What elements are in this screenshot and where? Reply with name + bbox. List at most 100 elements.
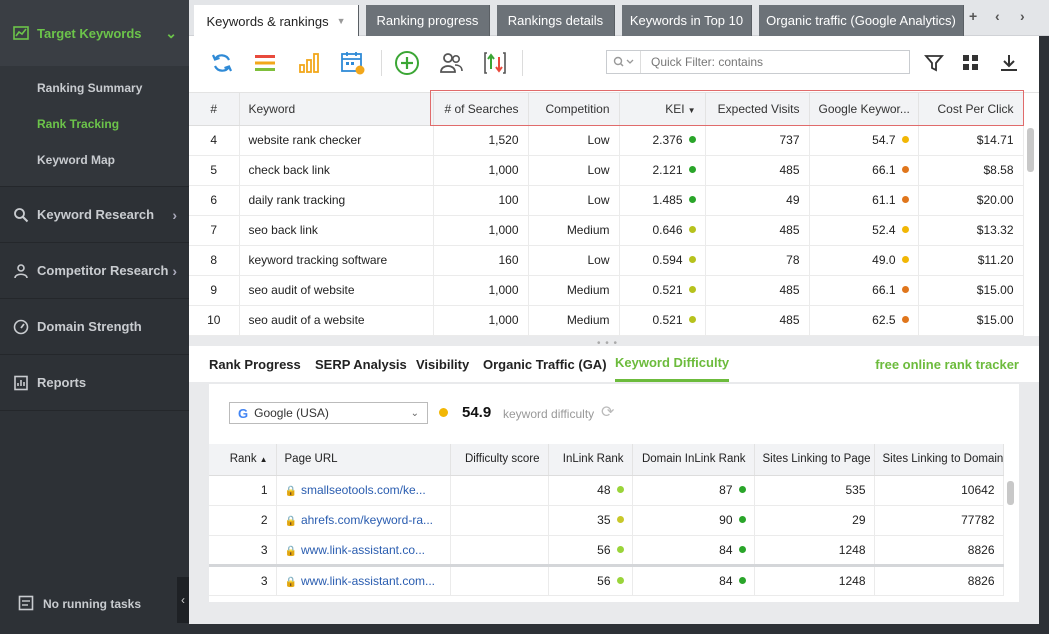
searches-cell-value: 100 — [498, 193, 519, 207]
tab-serp-analysis[interactable]: SERP Analysis — [315, 356, 407, 372]
tab-rankings-details[interactable]: Rankings details — [497, 5, 615, 36]
table-row[interactable]: 5 check back link 1,000 Low 2.121 485 66.1 $8.5… — [189, 155, 1024, 186]
column-header-difficulty-score[interactable]: Difficulty score — [450, 444, 549, 476]
column-header-number[interactable]: # — [189, 93, 240, 126]
schedule-calendar-icon[interactable] — [340, 50, 366, 76]
sidebar-item-rank-tracking[interactable]: Rank Tracking — [37, 117, 120, 131]
table-row[interactable]: 2 🔒 ahrefs.com/keyword-ra... 35 90 29 77782 — [209, 505, 1004, 536]
scrollbar-thumb[interactable] — [1007, 481, 1014, 505]
pinned-table-row[interactable]: 3 🔒 www.link-assistant.com... 56 84 1248 8826 — [209, 563, 1004, 596]
column-header-google-kd[interactable]: Google Keywor... — [809, 93, 919, 126]
page-url-link[interactable]: www.link-assistant.co... — [300, 542, 425, 557]
quick-filter-input[interactable] — [641, 55, 901, 69]
kei-cell-value: 0.646 — [652, 223, 683, 237]
sidebar-submenu: Ranking Summary Rank Tracking Keyword Ma… — [0, 66, 189, 187]
refresh-icon[interactable]: ⟳ — [601, 404, 615, 421]
expected-visits-cell: 485 — [705, 275, 810, 306]
sites-linking-page-cell-value: 29 — [852, 513, 866, 527]
table-row[interactable]: 7 seo back link 1,000 Medium 0.646 485 52.4 $13… — [189, 215, 1024, 246]
tab-organic-traffic[interactable]: Organic traffic (Google Analytics) — [759, 5, 964, 36]
sites-linking-domain-cell: 77782 — [874, 505, 1004, 536]
competitors-icon[interactable] — [438, 50, 464, 76]
table-row[interactable]: 1 🔒 smallseotools.com/ke... 48 87 535 10642 — [209, 475, 1004, 506]
chevron-down-icon[interactable]: ▼ — [336, 16, 346, 26]
searches-cell: 1,000 — [433, 305, 529, 336]
scrollbar[interactable] — [1027, 126, 1034, 326]
add-tab-icon[interactable]: + — [969, 8, 978, 24]
tab-ranking-progress[interactable]: Ranking progress — [366, 5, 490, 36]
sidebar-item-competitor-research[interactable]: Competitor Research › — [0, 243, 189, 299]
table-row[interactable]: 4 website rank checker 1,520 Low 2.376 737 54.… — [189, 125, 1024, 156]
task-status[interactable]: No running tasks — [0, 574, 189, 634]
tab-keyword-difficulty[interactable]: Keyword Difficulty — [615, 346, 730, 382]
kei-cell: 0.521 — [619, 275, 706, 306]
page-url-link[interactable]: ahrefs.com/keyword-ra... — [300, 513, 433, 527]
google-kd-cell-value: 54.7 — [872, 133, 896, 147]
status-dot — [738, 486, 746, 493]
columns-grid-icon[interactable] — [958, 50, 984, 76]
status-dot — [688, 286, 696, 293]
column-header-kei[interactable]: KEI ▼ — [619, 93, 706, 126]
column-header-sites-linking-page[interactable]: Sites Linking to Page — [754, 444, 875, 476]
search-engine-select[interactable]: G Google (USA) ⌄ — [229, 402, 428, 424]
list-icon[interactable] — [252, 50, 278, 76]
chevron-right-icon[interactable]: › — [1020, 8, 1025, 24]
column-header-keyword[interactable]: Keyword — [239, 93, 434, 126]
row-number-value: 4 — [210, 133, 218, 147]
refresh-icon[interactable] — [209, 50, 235, 76]
sites-linking-page-cell-value: 535 — [845, 483, 866, 497]
column-header-inlink-rank[interactable]: InLink Rank — [548, 444, 633, 476]
tab-keywords-top-10[interactable]: Keywords in Top 10 — [622, 5, 752, 36]
tab-visibility[interactable]: Visibility — [416, 356, 470, 372]
expected-visits-cell-value: 485 — [779, 313, 800, 327]
sidebar-item-keyword-research[interactable]: Keyword Research › — [0, 187, 189, 243]
table-row[interactable]: 6 daily rank tracking 100 Low 1.485 49 61.1 $20… — [189, 185, 1024, 216]
collapse-sidebar-button[interactable]: ‹ — [177, 577, 189, 623]
row-number-value: 6 — [210, 193, 218, 207]
sidebar-item-reports[interactable]: Reports — [0, 355, 189, 411]
sort-updown-icon[interactable] — [482, 50, 508, 76]
lock-icon: 🔒 — [284, 545, 297, 557]
column-header-domain-inlink-rank[interactable]: Domain InLink Rank — [632, 444, 755, 476]
column-header-rank[interactable]: Rank ▲ — [209, 444, 277, 476]
column-header-cpc[interactable]: Cost Per Click — [918, 93, 1024, 126]
table-row[interactable]: 3 🔒 www.link-assistant.co... 56 84 1248 8826 — [209, 535, 1004, 566]
table-row[interactable]: 8 keyword tracking software 160 Low 0.594 78 4… — [189, 245, 1024, 276]
bar-chart-icon[interactable] — [296, 50, 322, 76]
tab-rank-progress[interactable]: Rank Progress — [209, 356, 301, 372]
sidebar-item-domain-strength[interactable]: Domain Strength — [0, 299, 189, 355]
page-url-cell: 🔒 www.link-assistant.co... — [276, 535, 451, 566]
sidebar-item-keyword-map[interactable]: Keyword Map — [37, 153, 116, 167]
add-icon[interactable] — [394, 50, 420, 76]
chevron-left-icon[interactable]: ‹ — [995, 8, 1000, 24]
table-row[interactable]: 9 seo audit of website 1,000 Medium 0.521 485… — [189, 275, 1024, 306]
table-row[interactable]: 10 seo audit of a website 1,000 Medium 0.521… — [189, 305, 1024, 336]
column-header-competition[interactable]: Competition — [528, 93, 620, 126]
cpc-cell: $11.20 — [918, 245, 1024, 276]
page-url-link[interactable]: www.link-assistant.com... — [300, 573, 435, 588]
filter-icon[interactable] — [921, 50, 947, 76]
panel-splitter-handle[interactable]: • • • — [597, 338, 619, 349]
tab-keywords-rankings[interactable]: Keywords & rankings ▼ — [194, 5, 359, 37]
column-header-sites-linking-domain[interactable]: Sites Linking to Domain — [874, 444, 1004, 476]
lock-icon: 🔒 — [284, 486, 297, 497]
column-header-expected-visits[interactable]: Expected Visits — [705, 93, 810, 126]
row-number: 7 — [189, 215, 240, 246]
trend-chart-icon — [12, 24, 30, 42]
page-url-link[interactable]: smallseotools.com/ke... — [300, 483, 426, 497]
row-number: 4 — [189, 125, 240, 156]
search-dropdown-icon[interactable] — [607, 51, 641, 73]
sidebar-item-target-keywords[interactable]: Target Keywords ⌄ — [0, 0, 189, 66]
tab-organic-traffic-ga[interactable]: Organic Traffic (GA) — [483, 356, 607, 372]
column-header-page-url[interactable]: Page URL — [276, 444, 451, 476]
sidebar-item-ranking-summary[interactable]: Ranking Summary — [37, 81, 143, 95]
scrollbar-thumb[interactable] — [1027, 128, 1034, 172]
download-icon[interactable] — [996, 50, 1022, 76]
free-rank-tracker-link[interactable]: free online rank tracker — [875, 356, 1019, 372]
google-kd-cell: 54.7 — [809, 125, 919, 156]
scrollbar[interactable] — [1007, 477, 1014, 599]
tab-label: Keywords in Top 10 — [629, 13, 744, 28]
keyword-cell-value: daily rank tracking — [248, 193, 346, 207]
column-header-searches[interactable]: # of Searches — [433, 93, 529, 126]
